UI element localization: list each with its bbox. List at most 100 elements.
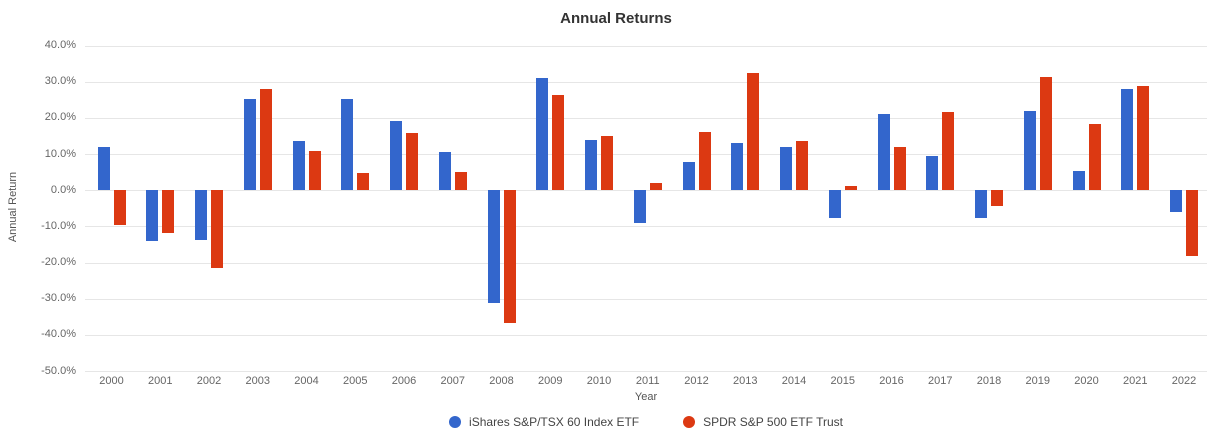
legend-marker-spdr-icon bbox=[683, 416, 696, 428]
bar-ishares-2007[interactable] bbox=[438, 152, 451, 191]
x-tick-label-2012: 2012 bbox=[684, 375, 709, 387]
bar-spdr-2013[interactable] bbox=[747, 73, 760, 191]
bar-ishares-2014[interactable] bbox=[780, 146, 792, 191]
bar-ishares-2009[interactable] bbox=[536, 78, 549, 191]
y-tick-label: 40.0% bbox=[44, 39, 76, 51]
y-axis-title: Annual Return bbox=[7, 171, 19, 243]
bar-spdr-2019[interactable] bbox=[1039, 77, 1052, 191]
bar-ishares-2020[interactable] bbox=[1072, 171, 1085, 191]
bar-ishares-2011[interactable] bbox=[633, 190, 646, 224]
legend-label-ishares: iShares S&P/TSX 60 Index ETF bbox=[469, 415, 640, 429]
bar-ishares-2015[interactable] bbox=[828, 190, 841, 219]
x-tick-label-2006: 2006 bbox=[391, 375, 417, 387]
x-tick-label-2020: 2020 bbox=[1074, 375, 1099, 387]
y-tick-label: 10.0% bbox=[44, 147, 76, 160]
gridline-10pct bbox=[85, 154, 1207, 155]
bar-spdr-2006[interactable] bbox=[406, 133, 418, 191]
y-tick-label: -50.0% bbox=[41, 364, 76, 377]
gridline--20pct bbox=[85, 262, 1207, 264]
gridline--10pct bbox=[85, 226, 1207, 228]
gridline-0pct bbox=[85, 190, 1207, 192]
x-axis-title: Year bbox=[634, 391, 658, 403]
bar-ishares-2017[interactable] bbox=[926, 155, 939, 191]
x-tick-label-2013: 2013 bbox=[733, 375, 758, 387]
y-tick-label: -20.0% bbox=[41, 256, 76, 269]
legend-marker-ishares-icon bbox=[449, 416, 462, 428]
x-tick-label-2018: 2018 bbox=[976, 375, 1002, 387]
y-tick-label: -30.0% bbox=[41, 292, 76, 305]
x-tick-label-2015: 2015 bbox=[830, 375, 855, 387]
x-tick-label-2004: 2004 bbox=[294, 375, 319, 387]
bar-ishares-2008[interactable] bbox=[487, 190, 500, 304]
x-tick-label-2017: 2017 bbox=[928, 375, 953, 387]
bar-spdr-2001[interactable] bbox=[162, 190, 175, 233]
bar-ishares-2010[interactable] bbox=[585, 140, 597, 191]
x-tick-label-2000: 2000 bbox=[99, 375, 124, 387]
bar-spdr-2021[interactable] bbox=[1137, 86, 1150, 191]
bar-spdr-2009[interactable] bbox=[552, 94, 565, 191]
gridline--50pct bbox=[85, 371, 1207, 373]
x-tick-label-2014: 2014 bbox=[781, 375, 807, 387]
bar-spdr-2000[interactable] bbox=[113, 190, 126, 226]
bar-ishares-2019[interactable] bbox=[1023, 110, 1036, 191]
bar-ishares-2005[interactable] bbox=[341, 99, 354, 191]
bar-spdr-2020[interactable] bbox=[1088, 123, 1101, 191]
gridline--30pct bbox=[85, 298, 1207, 300]
legend-label-spdr: SPDR S&P 500 ETF Trust bbox=[703, 415, 843, 429]
bar-spdr-2004[interactable] bbox=[308, 151, 321, 191]
bar-ishares-2021[interactable] bbox=[1121, 88, 1134, 191]
bar-ishares-2016[interactable] bbox=[877, 113, 890, 191]
bar-ishares-2012[interactable] bbox=[682, 161, 695, 191]
x-tick-label-2007: 2007 bbox=[440, 375, 465, 387]
y-tick-label: -10.0% bbox=[41, 219, 76, 232]
bar-spdr-2014[interactable] bbox=[796, 141, 808, 191]
x-tick-label-2008: 2008 bbox=[489, 375, 514, 387]
y-tick-label: 20.0% bbox=[44, 111, 76, 124]
bar-spdr-2002[interactable] bbox=[211, 190, 223, 268]
gridline-40pct bbox=[85, 45, 1207, 47]
x-tick-label-2003: 2003 bbox=[245, 375, 270, 387]
x-tick-label-2010: 2010 bbox=[586, 375, 612, 387]
bar-spdr-2012[interactable] bbox=[698, 132, 711, 191]
bar-spdr-2022[interactable] bbox=[1186, 190, 1198, 256]
gridline-30pct bbox=[85, 81, 1207, 83]
y-tick-label: 30.0% bbox=[44, 75, 76, 88]
x-tick-label-2022: 2022 bbox=[1171, 375, 1197, 387]
bar-spdr-2016[interactable] bbox=[893, 146, 906, 191]
legend: iShares S&P/TSX 60 Index ETF SPDR S&P 50… bbox=[85, 415, 1207, 429]
bar-ishares-2006[interactable] bbox=[390, 120, 402, 191]
bar-spdr-2008[interactable] bbox=[503, 190, 516, 324]
legend-item-ishares[interactable]: iShares S&P/TSX 60 Index ETF bbox=[449, 415, 639, 429]
x-tick-label-2005: 2005 bbox=[343, 375, 368, 387]
x-tick-label-2016: 2016 bbox=[879, 375, 904, 387]
bar-ishares-2000[interactable] bbox=[97, 147, 110, 191]
x-tick-label-2011: 2011 bbox=[635, 375, 660, 387]
bar-spdr-2003[interactable] bbox=[259, 88, 272, 191]
bar-ishares-2002[interactable] bbox=[195, 190, 207, 241]
chart-title: Annual Returns bbox=[560, 10, 672, 27]
bar-spdr-2017[interactable] bbox=[942, 111, 955, 191]
bar-ishares-2022[interactable] bbox=[1170, 190, 1182, 213]
bar-ishares-2013[interactable] bbox=[731, 143, 744, 191]
gridline-20pct bbox=[85, 117, 1207, 119]
bar-spdr-2010[interactable] bbox=[601, 135, 613, 191]
bar-spdr-2007[interactable] bbox=[454, 172, 467, 191]
bar-spdr-2015[interactable] bbox=[844, 185, 857, 191]
x-tick-label-2009: 2009 bbox=[538, 375, 563, 387]
x-tick-label-2002: 2002 bbox=[196, 375, 222, 387]
bar-ishares-2004[interactable] bbox=[292, 141, 305, 191]
legend-item-spdr[interactable]: SPDR S&P 500 ETF Trust bbox=[683, 415, 843, 429]
bar-spdr-2018[interactable] bbox=[991, 190, 1003, 207]
bar-ishares-2003[interactable] bbox=[243, 99, 256, 191]
bar-spdr-2005[interactable] bbox=[357, 172, 370, 191]
bar-spdr-2011[interactable] bbox=[649, 183, 662, 191]
x-tick-label-2019: 2019 bbox=[1025, 375, 1050, 387]
y-tick-label: 0.0% bbox=[50, 183, 76, 196]
x-tick-label-2021: 2021 bbox=[1123, 375, 1148, 387]
bar-ishares-2018[interactable] bbox=[975, 190, 987, 218]
y-tick-label: -40.0% bbox=[41, 328, 76, 341]
bar-ishares-2001[interactable] bbox=[146, 190, 159, 241]
x-tick-label-2001: 2001 bbox=[148, 375, 173, 387]
gridline--40pct bbox=[85, 334, 1207, 336]
